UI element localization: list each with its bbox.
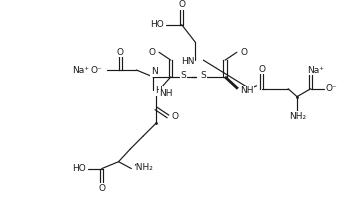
Text: O⁻: O⁻ xyxy=(91,66,103,75)
Text: N: N xyxy=(151,67,157,76)
Text: S: S xyxy=(181,71,186,80)
Text: S: S xyxy=(201,71,206,80)
Text: H: H xyxy=(156,86,162,95)
Text: O: O xyxy=(259,64,266,74)
Text: ʼNH₂: ʼNH₂ xyxy=(133,163,153,172)
Text: HN: HN xyxy=(181,57,194,66)
Text: HO: HO xyxy=(72,164,86,173)
Text: O: O xyxy=(178,0,185,9)
Text: O: O xyxy=(308,64,315,74)
Text: Na⁺: Na⁺ xyxy=(307,66,324,75)
Text: O: O xyxy=(116,48,123,57)
Text: HO: HO xyxy=(150,20,164,29)
Text: NH: NH xyxy=(159,89,173,98)
Text: NH: NH xyxy=(240,86,253,95)
Text: O: O xyxy=(98,184,105,193)
Text: O: O xyxy=(240,48,247,57)
Text: Na⁺: Na⁺ xyxy=(72,66,90,75)
Text: O: O xyxy=(171,112,178,121)
Text: NH₂: NH₂ xyxy=(289,112,307,121)
Text: O: O xyxy=(149,48,156,57)
Text: O⁻: O⁻ xyxy=(326,84,337,93)
